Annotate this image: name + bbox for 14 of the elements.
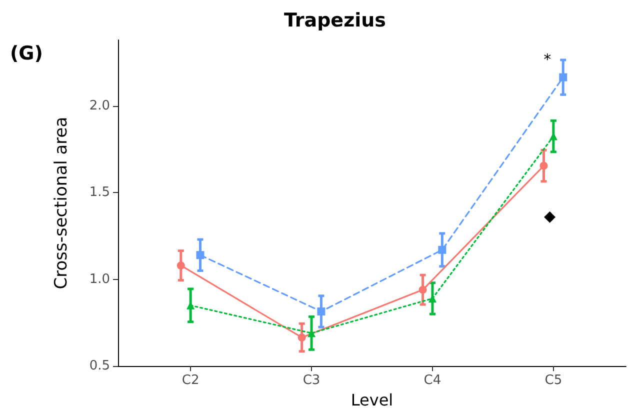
y-tick-label: 1.0 (89, 272, 110, 287)
y-axis-title: Cross-sectional area (52, 116, 72, 290)
annotation: ◆ (544, 207, 556, 226)
x-tick-label: C4 (424, 373, 442, 388)
chart-title: Trapezius (284, 10, 386, 32)
x-tick-label: C5 (544, 373, 562, 388)
y-tick-label: 2.0 (89, 98, 110, 114)
y-tick-label: 0.5 (89, 358, 110, 374)
x-tick-label: C3 (302, 373, 320, 388)
x-axis-title: Level (350, 390, 394, 410)
annotation: * (544, 50, 552, 69)
x-tick-label: C2 (182, 373, 200, 388)
y-tick-label: 1.5 (89, 185, 110, 200)
text: (G) (10, 42, 43, 64)
